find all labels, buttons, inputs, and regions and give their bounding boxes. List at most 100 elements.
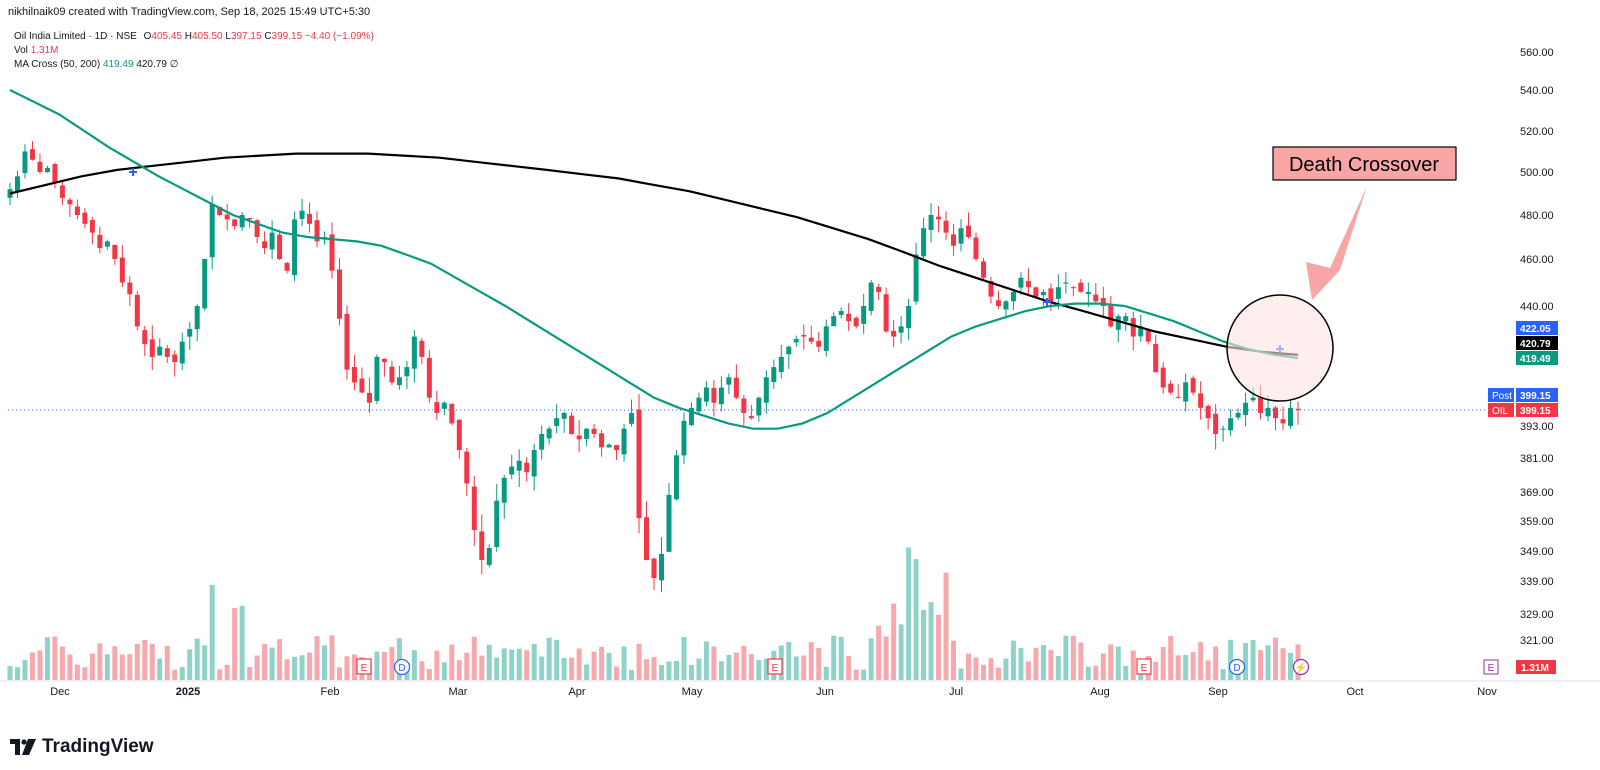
volume-bar: [22, 660, 28, 680]
candle: [681, 412, 687, 465]
candle-body: [134, 294, 140, 327]
candle-body: [501, 477, 507, 503]
candle-body: [1228, 418, 1234, 431]
candle: [786, 345, 792, 369]
candle: [449, 403, 455, 426]
candle-body: [771, 367, 777, 383]
candle: [74, 199, 80, 220]
legend-ma-label[interactable]: MA Cross (50, 200): [14, 59, 101, 70]
candle: [224, 203, 230, 231]
price-tag-value: 420.79: [1520, 339, 1551, 350]
candle-body: [973, 237, 979, 259]
y-tick-label: 520.00: [1520, 126, 1554, 138]
candle-body: [74, 206, 80, 215]
volume-bar: [936, 614, 942, 680]
candle-body: [262, 241, 268, 248]
legend-ma: MA Cross (50, 200) 419.49 420.79 ∅: [14, 58, 374, 72]
right-earnings-icon: [1483, 659, 1499, 675]
candle-body: [1025, 281, 1031, 288]
candle-body: [284, 262, 290, 271]
candle-body: [599, 433, 605, 448]
candle-body: [741, 398, 747, 413]
volume-bar: [846, 656, 852, 680]
candle: [179, 332, 185, 371]
event-marker-label: ⚡: [1295, 661, 1307, 674]
volume-bar: [516, 648, 522, 680]
volume-bar: [1100, 653, 1106, 680]
candle-body: [254, 220, 260, 237]
candle-body: [307, 213, 313, 224]
candle-body: [1055, 287, 1061, 299]
candle: [1093, 283, 1099, 304]
volume-bar: [1063, 635, 1069, 680]
volume-bar: [1190, 652, 1196, 680]
candle: [823, 319, 829, 357]
candle: [389, 360, 395, 386]
candle: [651, 557, 657, 591]
volume-bar: [299, 655, 305, 680]
candle: [1280, 406, 1286, 431]
candle: [1288, 401, 1294, 429]
candle: [913, 242, 919, 305]
right-earnings-marker: E: [1483, 659, 1499, 675]
candle-body: [336, 269, 342, 319]
candle-body: [763, 377, 769, 403]
price-chart[interactable]: Death Crossover 560.00 540.00 520.00 500.00…: [0, 0, 1600, 720]
candle: [434, 390, 440, 421]
price-tag-label: Post: [1492, 391, 1512, 402]
volume-bar: [1093, 665, 1099, 680]
x-tick-label: Oct: [1346, 686, 1363, 698]
earnings-marker: E: [1136, 658, 1152, 675]
legend-vol-value: 1.31M: [30, 45, 59, 56]
x-tick-label: Jul: [949, 686, 963, 698]
candle: [426, 350, 432, 403]
candle-body: [411, 336, 417, 369]
y-tick-label: 393.00: [1520, 421, 1554, 433]
volume-bar: [254, 655, 260, 680]
candle: [599, 429, 605, 457]
volume-bar: [1070, 635, 1076, 680]
legend-symbol[interactable]: Oil India Limited · 1D · NSE: [14, 31, 137, 42]
volume-bar: [1250, 640, 1256, 680]
candle-body: [277, 234, 283, 259]
legend-vol-label[interactable]: Vol: [14, 45, 28, 56]
volume-bar: [104, 654, 110, 680]
volume-bar: [127, 654, 133, 680]
candle: [906, 298, 912, 340]
candle-body: [479, 531, 485, 560]
x-tick-label: Apr: [568, 686, 585, 698]
volume-bar: [906, 547, 912, 680]
candle: [1168, 380, 1174, 395]
volume-bar: [89, 653, 95, 680]
volume-bar: [823, 666, 829, 680]
tradingview-logo[interactable]: TradingView: [10, 736, 154, 758]
volume-bar: [973, 657, 979, 680]
candle-body: [793, 339, 799, 343]
volume-bar: [1123, 665, 1129, 680]
candle: [292, 211, 298, 282]
legend-high: 405.50: [192, 31, 223, 42]
volume-bar: [741, 645, 747, 680]
candle: [928, 203, 934, 243]
y-tick-label: 480.00: [1520, 210, 1554, 222]
volume-bar: [441, 662, 447, 680]
volume-bar: [718, 661, 724, 680]
candle: [748, 404, 754, 420]
candle: [202, 258, 208, 311]
candle: [157, 338, 163, 356]
volume-bar: [629, 669, 635, 680]
volume-bar: [816, 647, 822, 680]
volume-bar: [591, 651, 597, 680]
candle-body: [494, 500, 500, 547]
price-tag-value: 399.15: [1520, 406, 1551, 417]
legend-open-label: O: [143, 31, 152, 42]
candle: [1078, 278, 1084, 293]
candle: [479, 514, 485, 575]
right-earnings-label: E: [1488, 663, 1495, 674]
candle: [943, 211, 949, 240]
volume-bar: [157, 658, 163, 680]
legend-hide-icon[interactable]: ∅: [169, 59, 179, 70]
candle-body: [576, 435, 582, 440]
candle-body: [486, 548, 492, 565]
candle: [733, 364, 739, 400]
